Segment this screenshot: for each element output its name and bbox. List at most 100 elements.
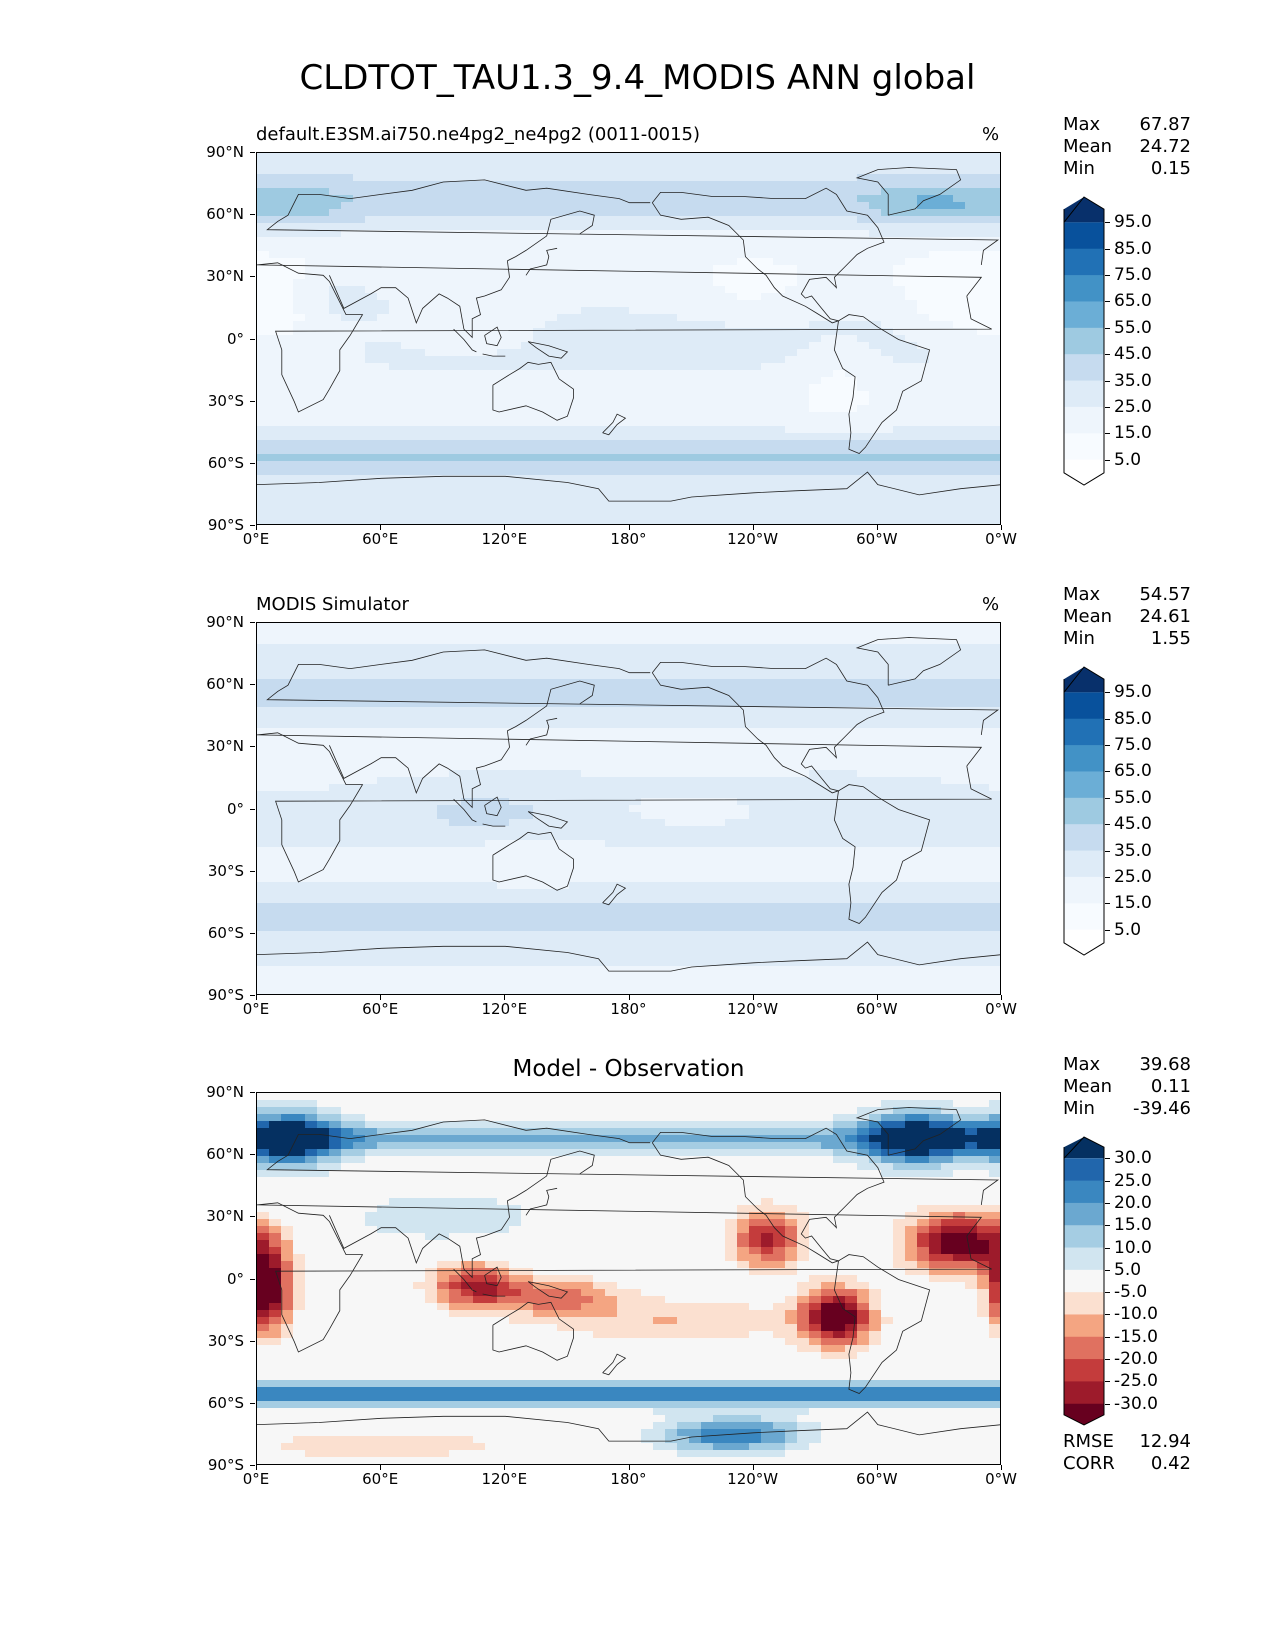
colorbar-tick-label: 65.0 [1114, 291, 1152, 312]
field-cell [761, 503, 774, 511]
field-cell [869, 524, 882, 525]
field-cell [941, 637, 954, 645]
field-cell [341, 721, 354, 729]
field-cell [449, 433, 462, 441]
field-cell [893, 307, 906, 315]
field-cell [317, 756, 330, 764]
field-cell [617, 658, 630, 666]
field-cell [449, 174, 462, 182]
field-cell [833, 272, 846, 280]
field-cell [521, 328, 534, 336]
field-cell [437, 728, 450, 736]
field-cell [581, 433, 594, 441]
field-cell [785, 174, 798, 182]
field-cell [605, 461, 618, 469]
field-cell [353, 272, 366, 280]
field-cell [917, 777, 930, 785]
field-cell [653, 763, 666, 771]
field-cell [641, 419, 654, 427]
field-cell [821, 223, 834, 231]
field-cell [377, 770, 390, 778]
field-cell [401, 286, 414, 294]
field-cell [437, 377, 450, 385]
field-cell [497, 321, 510, 329]
field-cell [365, 265, 378, 273]
field-cell [701, 300, 714, 308]
field-cell [725, 679, 738, 687]
field-cell [737, 265, 750, 273]
field-cell [269, 181, 282, 189]
field-cell [665, 244, 678, 252]
field-cell [845, 377, 858, 385]
field-cell [725, 735, 738, 743]
field-cell [761, 188, 774, 196]
field-cell [989, 405, 1000, 413]
field-cell [281, 665, 294, 673]
coastline [257, 471, 1000, 502]
field-cell [737, 770, 750, 778]
field-cell [569, 447, 582, 455]
field-cell [677, 237, 690, 245]
field-cell [977, 300, 990, 308]
field-cell [257, 384, 270, 392]
field-cell [305, 447, 318, 455]
field-cell [449, 377, 462, 385]
field-cell [377, 623, 390, 631]
field-cell [521, 784, 534, 792]
field-cell [941, 679, 954, 687]
field-cell [257, 679, 270, 687]
field-cell [665, 405, 678, 413]
field-cell [725, 482, 738, 490]
field-cell [401, 181, 414, 189]
field-cell [701, 714, 714, 722]
field-cell [269, 784, 282, 792]
field-cell [497, 517, 510, 524]
field-cell [269, 475, 282, 483]
field-cell [473, 651, 486, 659]
field-cell [653, 265, 666, 273]
field-cell [605, 658, 618, 666]
field-cell [953, 770, 966, 778]
field-cell [593, 321, 606, 329]
field-cell [605, 286, 618, 294]
field-cell [317, 216, 330, 224]
field-cell [785, 721, 798, 729]
field-cell [761, 623, 774, 631]
field-cell [425, 623, 438, 631]
field-cell [569, 405, 582, 413]
field-cell [569, 630, 582, 638]
field-cell [257, 258, 270, 266]
field-cell [857, 665, 870, 673]
field-cell [725, 251, 738, 259]
field-cell [653, 370, 666, 378]
field-cell [629, 707, 642, 715]
field-cell [305, 258, 318, 266]
field-cell [917, 630, 930, 638]
field-cell [341, 342, 354, 350]
field-cell [485, 230, 498, 238]
field-cell [677, 763, 690, 771]
field-cell [473, 258, 486, 266]
field-cell [281, 644, 294, 652]
field-cell [773, 230, 786, 238]
field-cell [893, 244, 906, 252]
field-cell [341, 251, 354, 259]
longitude-tick [1001, 525, 1002, 530]
field-cell [329, 265, 342, 273]
field-cell [569, 623, 582, 631]
field-cell [605, 623, 618, 631]
field-cell [281, 153, 294, 161]
field-cell [545, 314, 558, 322]
field-cell [773, 475, 786, 483]
field-cell [845, 644, 858, 652]
field-cell [929, 749, 942, 757]
field-cell [329, 728, 342, 736]
field-cell [545, 524, 558, 525]
field-cell [869, 314, 882, 322]
field-cell [665, 784, 678, 792]
field-cell [569, 637, 582, 645]
field-cell [341, 454, 354, 462]
field-cell [737, 258, 750, 266]
field-cell [305, 637, 318, 645]
field-cell [869, 686, 882, 694]
